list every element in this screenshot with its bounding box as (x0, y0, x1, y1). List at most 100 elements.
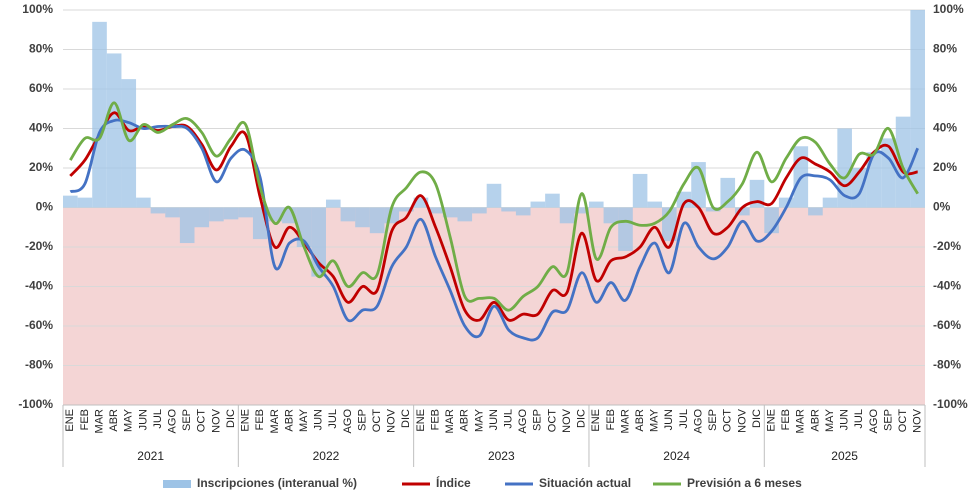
y-tick-label: 60% (29, 81, 53, 95)
legend-label: Inscripciones (interanual %) (197, 476, 357, 490)
x-group-label: 2024 (663, 449, 690, 463)
bar (428, 207, 443, 214)
bar (442, 207, 458, 218)
legend-label: Previsión a 6 meses (687, 476, 802, 490)
x-tick-label: JUL (503, 409, 515, 429)
bar (822, 197, 838, 208)
y2-tick-label: -100% (933, 397, 968, 411)
bar (340, 207, 356, 222)
bar (194, 207, 210, 228)
x-tick-label: NOV (386, 408, 398, 433)
x-tick-label: SEP (707, 409, 719, 431)
line-series (69, 111, 918, 322)
bar (165, 207, 180, 218)
bar (676, 191, 692, 208)
bar (355, 207, 370, 228)
x-tick-label: JUL (152, 409, 164, 429)
x-tick-label: FEB (429, 409, 441, 430)
bar (647, 201, 663, 208)
x-tick-label: AGO (692, 409, 704, 434)
x-group-label: 2021 (137, 449, 164, 463)
x-tick-label: AGO (868, 409, 880, 434)
x-tick-label: FEB (780, 409, 792, 430)
x-tick-label: DIC (225, 409, 237, 428)
bar (559, 207, 575, 224)
x-tick-label: JUN (488, 409, 500, 430)
y-tick-label: 0% (36, 200, 54, 214)
bar (881, 138, 896, 208)
x-tick-label: ABR (283, 409, 295, 432)
x-tick-label: ABR (809, 409, 821, 432)
bar (209, 207, 224, 222)
x-tick-label: SEP (882, 409, 894, 431)
x-group-label: 2022 (313, 449, 340, 463)
x-tick-label: MAY (298, 408, 310, 432)
bar (413, 197, 429, 208)
bar (618, 207, 633, 251)
legend-swatch (163, 480, 191, 488)
x-tick-label: MAY (649, 408, 661, 432)
bar (136, 197, 151, 208)
bar (603, 207, 619, 224)
x-tick-label: FEB (254, 409, 266, 430)
bar (121, 79, 137, 208)
y2-tick-label: 60% (933, 81, 957, 95)
y2-tick-label: -20% (933, 239, 961, 253)
x-tick-label: AGO (166, 409, 178, 434)
bar (325, 199, 341, 208)
y2-tick-label: -40% (933, 279, 961, 293)
x-tick-label: JUN (839, 409, 851, 430)
x-tick-label: DIC (400, 409, 412, 428)
bar (486, 183, 502, 208)
bar (515, 207, 531, 216)
x-tick-label: MAR (269, 409, 281, 434)
legend-label: Índice (436, 475, 471, 490)
x-tick-label: JUN (663, 409, 675, 430)
x-tick-label: SEP (356, 409, 368, 431)
x-tick-label: MAY (824, 408, 836, 432)
x-tick-label: ABR (459, 409, 471, 432)
bar (705, 207, 721, 212)
bar (910, 10, 925, 208)
y-tick-label: 80% (29, 42, 53, 56)
bar (574, 207, 589, 214)
line-series (69, 101, 919, 312)
x-tick-label: OCT (371, 409, 383, 433)
x-tick-label: JUN (313, 409, 325, 430)
x-tick-label: DIC (751, 409, 763, 428)
x-tick-label: MAY (473, 408, 485, 432)
x-tick-label: DIC (576, 409, 588, 428)
x-group-label: 2023 (488, 449, 515, 463)
bar (545, 193, 560, 208)
bar (457, 207, 473, 222)
x-tick-label: MAR (795, 409, 807, 434)
bar (63, 195, 78, 208)
bar (632, 173, 648, 208)
x-tick-label: FEB (79, 409, 91, 430)
y-tick-label: -80% (25, 358, 53, 372)
x-tick-label: OCT (546, 409, 558, 433)
x-tick-label: JUL (678, 409, 690, 429)
bar (150, 207, 166, 214)
x-tick-label: ENE (415, 409, 427, 432)
y-tick-label: 40% (29, 121, 53, 135)
y2-tick-label: 100% (933, 2, 964, 16)
x-tick-label: MAR (93, 409, 105, 434)
bar (92, 21, 107, 208)
x-tick-label: OCT (722, 409, 734, 433)
x-tick-label: JUL (853, 409, 865, 429)
x-tick-label: NOV (561, 408, 573, 433)
bar (106, 53, 122, 208)
bar (369, 207, 385, 234)
bar (530, 201, 546, 208)
x-tick-label: JUN (137, 409, 149, 430)
x-tick-label: OCT (897, 409, 909, 433)
x-tick-label: AGO (517, 409, 529, 434)
bar (472, 207, 487, 214)
x-tick-label: ABR (108, 409, 120, 432)
y2-tick-label: 0% (933, 200, 951, 214)
legend-label: Situación actual (539, 476, 631, 490)
bar (588, 201, 604, 208)
x-tick-label: FEB (605, 409, 617, 430)
